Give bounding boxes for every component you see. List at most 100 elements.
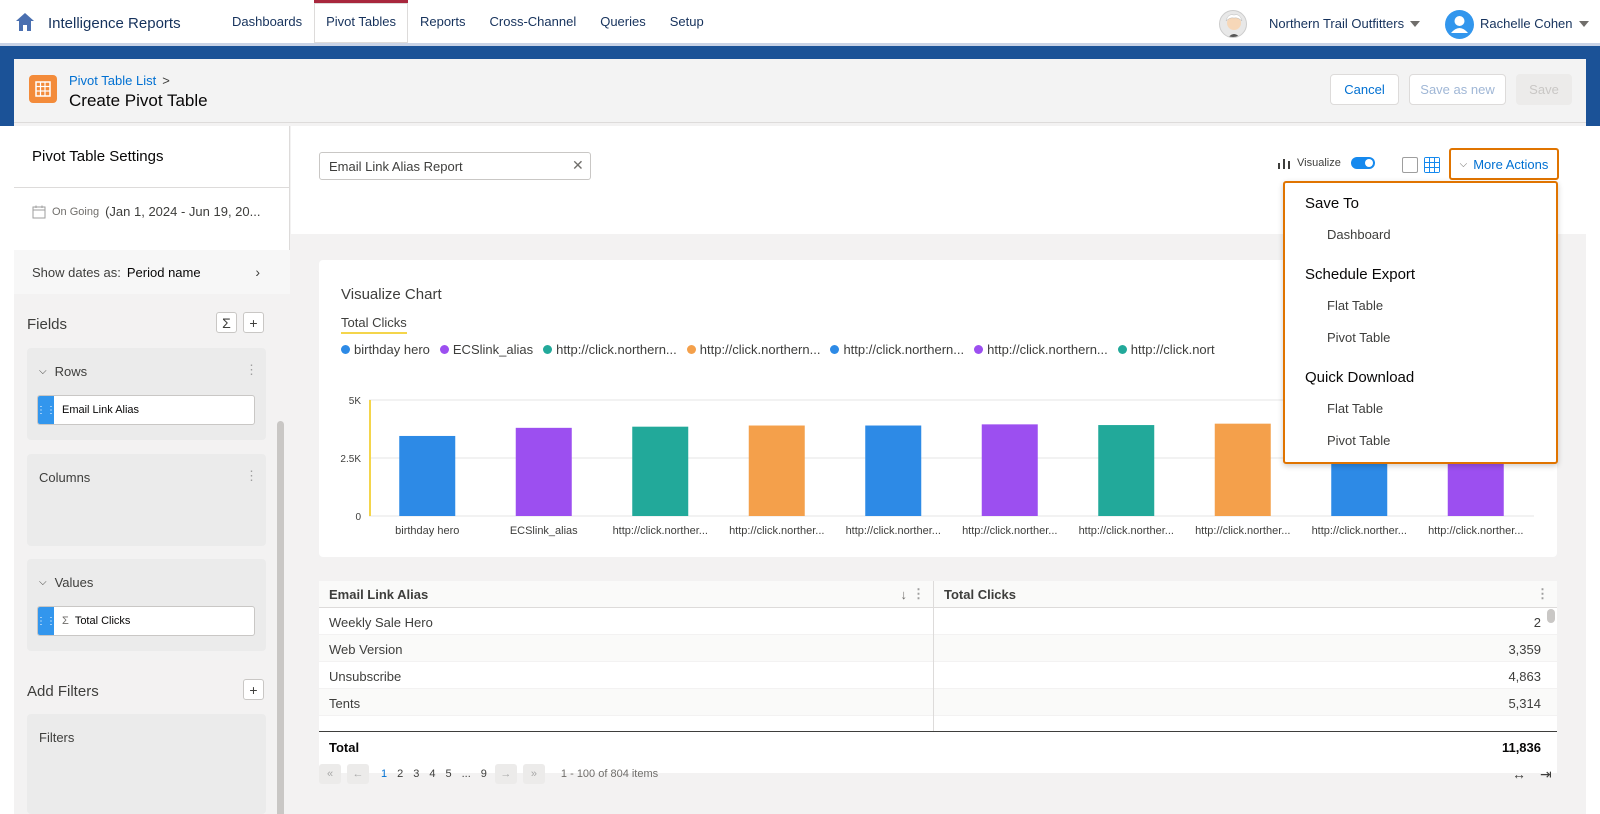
grid-view-icon[interactable] xyxy=(1424,157,1440,173)
values-field-pill[interactable]: ⋮⋮ Σ Total Clicks xyxy=(37,606,255,636)
add-field-button[interactable]: + xyxy=(243,312,264,333)
last-page-button[interactable]: » xyxy=(522,764,545,784)
visualize-control: Visualize xyxy=(1277,157,1375,169)
bar[interactable] xyxy=(632,426,689,516)
sigma-icon: Σ xyxy=(222,314,231,331)
breadcrumb-link[interactable]: Pivot Table List xyxy=(69,73,157,88)
page-3[interactable]: 3 xyxy=(413,768,420,780)
first-page-button[interactable]: « xyxy=(319,764,341,784)
column-header-email-link-alias[interactable]: Email Link Alias ↓ ⋮ xyxy=(319,581,933,608)
bar[interactable] xyxy=(515,427,572,516)
sort-arrow-icon[interactable]: ↓ xyxy=(900,586,908,602)
pagination-info: 1 - 100 of 804 items xyxy=(560,768,659,780)
values-field-label: Total Clicks xyxy=(74,615,131,627)
bar[interactable] xyxy=(981,424,1038,516)
bar[interactable] xyxy=(1214,423,1271,516)
legend-item[interactable]: http://click.northern... xyxy=(830,342,964,357)
menu-item-download-pivot-table[interactable]: Pivot Table xyxy=(1327,433,1391,448)
chevron-down-icon: ⌵ xyxy=(39,366,47,377)
menu-item-schedule-flat-table[interactable]: Flat Table xyxy=(1327,298,1384,313)
legend-label: http://click.nort xyxy=(1130,342,1215,357)
show-dates-as[interactable]: Show dates as: Period name › xyxy=(14,250,290,294)
close-icon[interactable]: ✕ xyxy=(572,157,584,173)
show-dates-label: Show dates as: xyxy=(32,264,121,280)
bar[interactable] xyxy=(399,435,456,516)
drag-handle-icon[interactable]: ⋮⋮ xyxy=(38,396,56,424)
rows-field-pill[interactable]: ⋮⋮ Email Link Alias xyxy=(37,395,255,425)
column-header-total-clicks[interactable]: Total Clicks ⋮ xyxy=(934,581,1557,608)
more-vertical-icon[interactable]: ⋮ xyxy=(245,468,258,483)
tab-cross-channel[interactable]: Cross-Channel xyxy=(489,14,577,29)
flat-table-view-icon[interactable] xyxy=(1402,157,1418,173)
visualize-toggle[interactable] xyxy=(1350,157,1375,169)
bar[interactable] xyxy=(748,425,805,516)
x-tick-label: http://click.norther... xyxy=(1312,525,1407,537)
fields-area: Fields Σ + ⌵ Rows ⋮ ⋮⋮ Email Link Alias … xyxy=(14,294,290,814)
tab-setup[interactable]: Setup xyxy=(669,14,704,29)
table-row[interactable]: Weekly Sale Hero 2 xyxy=(319,608,1557,635)
column-divider xyxy=(933,581,934,731)
user-icon xyxy=(1451,16,1468,33)
menu-item-schedule-pivot-table[interactable]: Pivot Table xyxy=(1327,330,1391,345)
legend-item[interactable]: http://click.northern... xyxy=(686,342,820,357)
legend-item[interactable]: http://click.northern... xyxy=(974,342,1108,357)
legend-item[interactable]: http://click.nort xyxy=(1117,342,1215,357)
table-row[interactable]: Unsubscribe 4,863 xyxy=(319,662,1557,689)
home-icon[interactable] xyxy=(14,11,36,33)
page-1[interactable]: 1 xyxy=(381,768,388,780)
cancel-button[interactable]: Cancel xyxy=(1330,74,1399,105)
x-tick-label: http://click.norther... xyxy=(729,525,824,537)
row-value: 3,359 xyxy=(1508,642,1541,657)
org-avatar[interactable] xyxy=(1219,10,1247,38)
more-vertical-icon[interactable]: ⋮ xyxy=(912,586,925,601)
panel-scrollbar[interactable] xyxy=(277,421,284,814)
legend-item[interactable]: birthday hero xyxy=(341,342,430,357)
table-scrollbar[interactable] xyxy=(1547,609,1555,623)
table-row[interactable]: Web Version 3,359 xyxy=(319,635,1557,662)
chart-title: Visualize Chart xyxy=(341,286,442,303)
menu-item-download-flat-table[interactable]: Flat Table xyxy=(1327,401,1384,416)
sigma-button[interactable]: Σ xyxy=(216,312,237,333)
chart-legend: birthday hero ECSlink_alias http://click.n… xyxy=(341,342,1215,357)
legend-item[interactable]: ECSlink_alias xyxy=(439,342,533,357)
chart-tab-total-clicks[interactable]: Total Clicks xyxy=(341,315,407,334)
nav-tabs: Dashboards Pivot Tables Reports Cross-Ch… xyxy=(220,0,716,43)
pagination: « ← 1 2 3 4 5 ... 9 → » 1 - 100 of 804 i… xyxy=(319,764,658,784)
page-5[interactable]: 5 xyxy=(445,768,452,780)
save-as-new-button[interactable]: Save as new xyxy=(1409,74,1506,105)
report-name-input[interactable] xyxy=(319,152,591,180)
more-vertical-icon[interactable]: ⋮ xyxy=(1536,586,1549,601)
values-header[interactable]: ⌵ Values xyxy=(39,575,93,590)
tab-dashboards[interactable]: Dashboards xyxy=(232,14,303,29)
menu-item-dashboard[interactable]: Dashboard xyxy=(1327,227,1391,242)
date-range-picker[interactable]: On Going (Jan 1, 2024 - Jun 19, 20... xyxy=(32,204,260,219)
legend-label: http://click.northern... xyxy=(556,342,677,357)
rows-header[interactable]: ⌵ Rows xyxy=(39,364,87,379)
page-4[interactable]: 4 xyxy=(429,768,436,780)
tab-queries[interactable]: Queries xyxy=(600,14,646,29)
expand-horizontal-icon[interactable]: ↔ xyxy=(1512,766,1526,782)
add-filter-button[interactable]: + xyxy=(243,679,264,700)
bar[interactable] xyxy=(1098,425,1155,516)
drag-handle-icon[interactable]: ⋮⋮ xyxy=(38,607,56,635)
org-switcher[interactable]: Northern Trail Outfitters xyxy=(1269,16,1421,31)
legend-dot xyxy=(830,345,840,354)
user-avatar[interactable] xyxy=(1445,10,1474,39)
page-9[interactable]: 9 xyxy=(480,768,487,780)
app-name: Intelligence Reports xyxy=(48,15,181,32)
collapse-horizontal-icon[interactable]: ⇥ xyxy=(1540,766,1552,782)
legend-label: http://click.northern... xyxy=(843,342,965,357)
page-2[interactable]: 2 xyxy=(397,768,404,780)
y-tick-label: 5K xyxy=(349,396,362,407)
prev-page-button[interactable]: ← xyxy=(347,764,369,784)
more-actions-button[interactable]: ⌵ More Actions xyxy=(1449,148,1559,180)
tab-pivot-tables[interactable]: Pivot Tables xyxy=(314,0,408,43)
table-row[interactable]: Tents 5,314 xyxy=(319,689,1557,716)
next-page-button[interactable]: → xyxy=(494,764,517,784)
tab-reports[interactable]: Reports xyxy=(419,14,466,29)
save-button[interactable]: Save xyxy=(1516,74,1572,105)
bar[interactable] xyxy=(865,425,922,516)
more-vertical-icon[interactable]: ⋮ xyxy=(245,362,258,377)
user-menu[interactable]: Rachelle Cohen xyxy=(1480,16,1589,31)
legend-item[interactable]: http://click.northern... xyxy=(543,342,677,357)
